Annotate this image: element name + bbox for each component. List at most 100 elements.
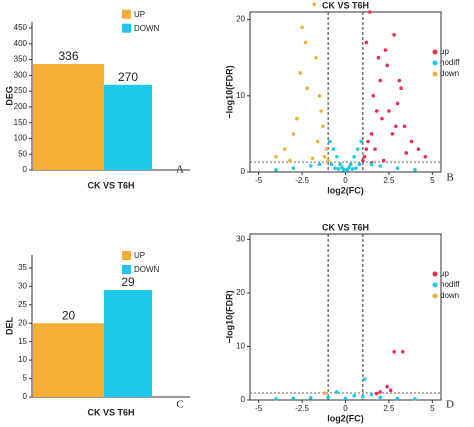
point bbox=[388, 388, 393, 393]
point bbox=[354, 166, 358, 170]
y-axis-label: −log10(FDR) bbox=[224, 65, 234, 118]
bar bbox=[33, 63, 104, 170]
y-tick-label: 150 bbox=[14, 118, 28, 127]
x-tick-label: 2.5 bbox=[383, 404, 395, 413]
legend-label: UP bbox=[134, 251, 145, 260]
y-tick-label: 250 bbox=[14, 86, 28, 95]
x-axis-label: log2(FC) bbox=[327, 185, 364, 195]
y-tick-label: 0 bbox=[241, 167, 246, 176]
point bbox=[315, 139, 320, 144]
value-label: 20 bbox=[62, 308, 76, 322]
y-tick-label: 100 bbox=[14, 134, 28, 143]
point bbox=[282, 147, 287, 151]
y-axis-label: DEG bbox=[4, 86, 14, 106]
x-axis-label: log2(FC) bbox=[327, 413, 364, 423]
value-label: 270 bbox=[118, 70, 138, 84]
point bbox=[291, 396, 296, 401]
legend-label: down bbox=[440, 291, 459, 300]
point bbox=[350, 167, 355, 171]
point bbox=[373, 147, 377, 151]
point bbox=[348, 162, 353, 167]
y-tick-label: 0 bbox=[23, 165, 28, 174]
point bbox=[397, 78, 402, 83]
legend-label: up bbox=[440, 47, 449, 56]
point bbox=[295, 116, 299, 121]
point bbox=[404, 151, 409, 155]
point bbox=[335, 154, 339, 159]
point bbox=[416, 147, 421, 151]
point bbox=[374, 109, 379, 113]
legend-swatch bbox=[122, 265, 131, 274]
x-tick-label: 0 bbox=[343, 404, 348, 413]
point bbox=[331, 147, 336, 151]
point bbox=[359, 139, 363, 144]
y-tick-label: 10 bbox=[18, 355, 27, 364]
plot-frame bbox=[249, 11, 442, 173]
point bbox=[381, 158, 386, 163]
legend-marker bbox=[432, 60, 438, 66]
legend-marker bbox=[432, 293, 438, 299]
legend-label: nodiff bbox=[440, 58, 460, 67]
point bbox=[335, 390, 339, 394]
plot-frame bbox=[249, 233, 442, 401]
legend-swatch bbox=[122, 9, 131, 19]
y-tick-label: 5 bbox=[23, 374, 28, 383]
y-tick-label: 10 bbox=[236, 91, 245, 100]
y-tick-label: 300 bbox=[14, 70, 28, 79]
point bbox=[352, 154, 356, 159]
point bbox=[395, 166, 400, 170]
bar bbox=[104, 290, 152, 397]
point bbox=[274, 167, 278, 172]
y-axis-label: −log10(FDR) bbox=[224, 290, 234, 343]
x-tick-label: 2.5 bbox=[383, 176, 395, 185]
y-tick-label: 15 bbox=[18, 337, 27, 346]
legend-marker bbox=[432, 71, 438, 77]
y-tick-label: 200 bbox=[14, 102, 28, 111]
point bbox=[336, 167, 341, 171]
point bbox=[343, 396, 348, 401]
legend-label: UP bbox=[134, 10, 145, 19]
point bbox=[355, 147, 360, 151]
point bbox=[409, 139, 414, 144]
point bbox=[357, 162, 362, 167]
point bbox=[310, 156, 315, 161]
point bbox=[317, 162, 322, 167]
point bbox=[338, 162, 343, 167]
x-tick-label: 0 bbox=[343, 176, 348, 185]
point bbox=[312, 2, 317, 7]
x-tick-label: 5 bbox=[430, 176, 435, 185]
panel-label: B bbox=[446, 172, 453, 184]
legend-swatch bbox=[122, 23, 131, 33]
point bbox=[326, 158, 330, 163]
point bbox=[347, 165, 351, 170]
point bbox=[274, 397, 278, 401]
x-tick-label: -2.5 bbox=[295, 176, 309, 185]
point bbox=[298, 71, 303, 75]
point bbox=[413, 167, 417, 172]
point bbox=[314, 55, 318, 60]
point bbox=[308, 164, 313, 168]
point bbox=[368, 10, 372, 14]
point bbox=[329, 162, 334, 167]
y-tick-label: 350 bbox=[14, 55, 28, 64]
y-tick-label: 25 bbox=[18, 300, 27, 309]
x-axis-label: CK VS T6H bbox=[87, 407, 134, 417]
point bbox=[378, 164, 383, 168]
point bbox=[374, 391, 379, 396]
point bbox=[366, 139, 370, 144]
y-tick-label: 0 bbox=[23, 392, 28, 401]
x-tick-label: -5 bbox=[255, 404, 263, 413]
legend-marker bbox=[432, 271, 438, 277]
value-label: 29 bbox=[121, 275, 135, 289]
point bbox=[308, 396, 313, 400]
point bbox=[394, 124, 398, 129]
y-tick-label: 0 bbox=[241, 395, 246, 404]
point bbox=[383, 48, 388, 52]
point bbox=[300, 25, 304, 30]
point bbox=[340, 165, 344, 170]
point bbox=[378, 78, 383, 83]
y-axis-label: DEL bbox=[4, 316, 14, 335]
point bbox=[369, 162, 374, 167]
point bbox=[328, 139, 332, 144]
point bbox=[385, 384, 389, 389]
